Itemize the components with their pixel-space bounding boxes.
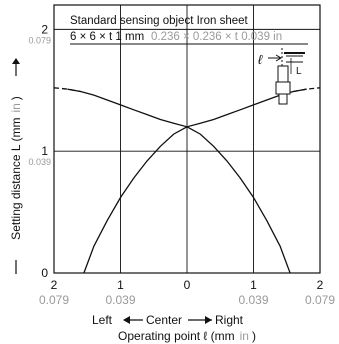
x-axis-label-unit: in bbox=[240, 329, 249, 343]
x-label-right: Right bbox=[215, 313, 244, 327]
x-tick-label-2: 0 bbox=[184, 278, 191, 292]
chart-subtitle-line: 6 × 6 × t 1 mm 0.236 × 0.236 × t 0.039 i… bbox=[70, 31, 282, 43]
y-axis-label-unit: in bbox=[9, 103, 23, 112]
y-tick-label-in-2: 0.079 bbox=[28, 35, 51, 45]
y-tick-label-1: 1 bbox=[41, 144, 48, 158]
x-tick-label-4: 2 bbox=[317, 278, 324, 292]
chart-subtitle: 6 × 6 × t 1 mm bbox=[70, 31, 144, 43]
y-tick-labels: 0 10.039 20.079 bbox=[28, 22, 51, 280]
x-axis-label: Operating point ℓ (mm in ) bbox=[118, 329, 256, 343]
curves bbox=[53, 87, 321, 274]
inset-label-L: L bbox=[296, 66, 302, 77]
inset-label-l: ℓ bbox=[258, 52, 263, 67]
y-tick-label-in-1: 0.039 bbox=[28, 157, 51, 167]
chart-subtitle-in: 0.236 × 0.236 × t 0.039 in bbox=[151, 31, 282, 43]
chart-title: Standard sensing object Iron sheet bbox=[70, 15, 249, 27]
series-1-line bbox=[83, 88, 307, 274]
y-axis-label-close: ) bbox=[9, 96, 23, 100]
y-tick-label-0: 0 bbox=[41, 266, 48, 280]
x-label-center: Center bbox=[146, 313, 182, 327]
x-tick-label-0: 2 bbox=[51, 278, 58, 292]
x-tick-label-in-0: 0.079 bbox=[39, 293, 69, 307]
y-axis-label: Setting distance L (mm in ) bbox=[9, 96, 23, 240]
y-axis-label-text: Setting distance L (mm bbox=[9, 118, 23, 240]
sensor-schematic: ℓ L bbox=[258, 48, 305, 105]
x-tick-label-in-4: 0.079 bbox=[305, 293, 335, 307]
x-tick-label-in-3: 0.039 bbox=[238, 293, 268, 307]
x-tick-label-3: 1 bbox=[250, 278, 257, 292]
grid-lines bbox=[54, 5, 320, 273]
series-0-dashed bbox=[53, 87, 81, 93]
x-tick-label-in-1: 0.039 bbox=[105, 293, 135, 307]
y-tick-label-2: 2 bbox=[41, 22, 48, 36]
x-tick-label-1: 1 bbox=[117, 278, 124, 292]
y-axis-label-group: Setting distance L (mm in ) bbox=[9, 58, 23, 274]
x-label-left: Left bbox=[92, 313, 113, 327]
x-axis-label-text: Operating point ℓ (mm bbox=[118, 329, 235, 343]
series-0-line bbox=[67, 88, 291, 274]
x-axis-label-close: ) bbox=[252, 329, 256, 343]
